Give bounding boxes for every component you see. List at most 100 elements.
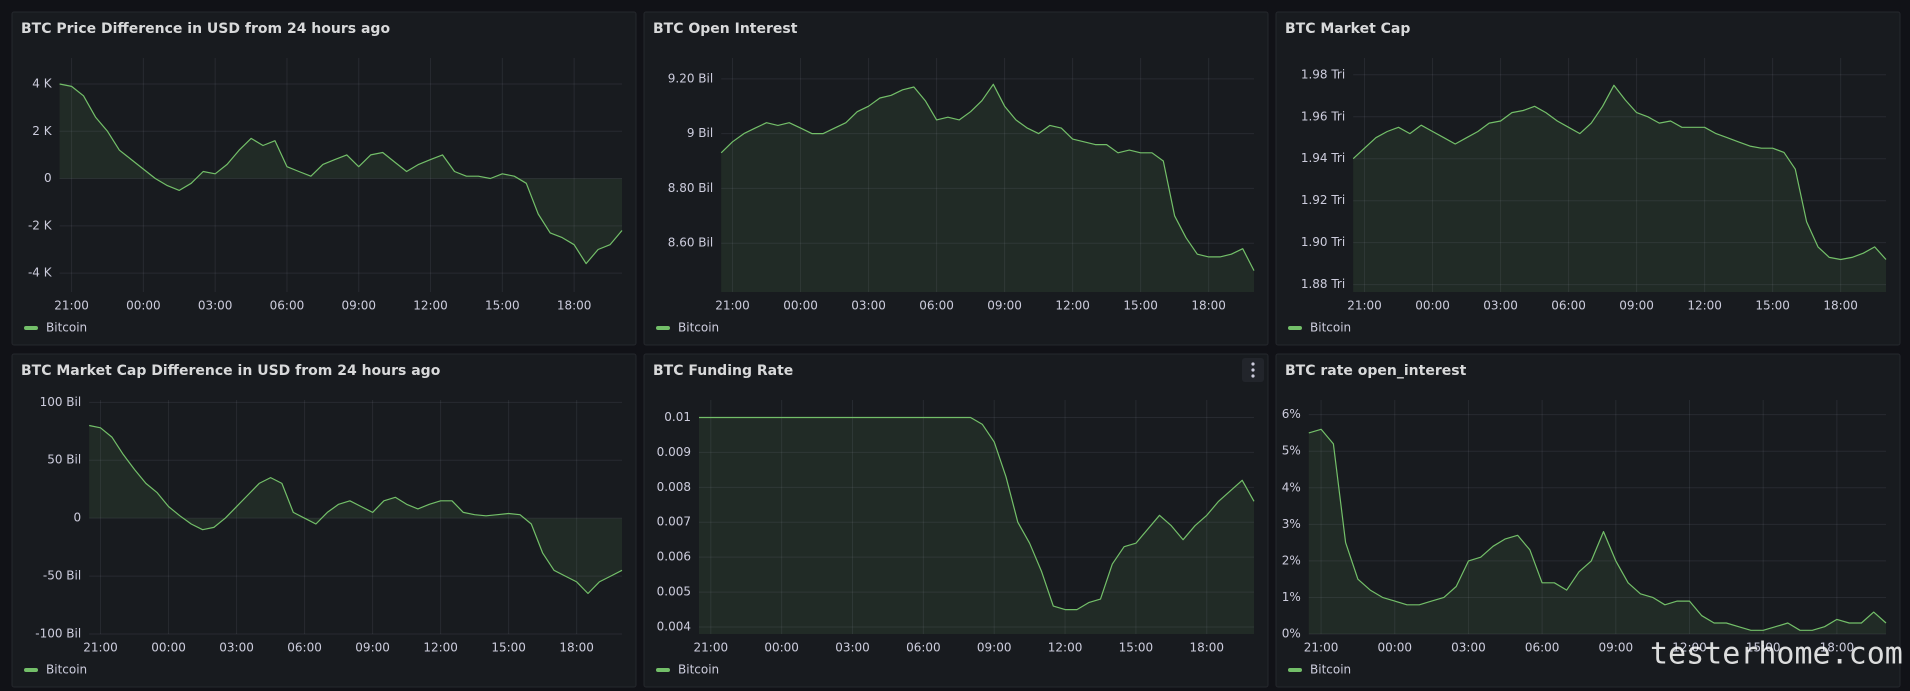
x-tick-label: 00:00: [151, 641, 186, 655]
series-line: [1308, 428, 1887, 631]
legend-label: Bitcoin: [678, 663, 719, 677]
menu-dot: [1251, 368, 1255, 372]
x-tick-label: 03:00: [198, 299, 233, 313]
y-tick-label: 4 K: [32, 77, 52, 91]
y-tick-label: 5%: [1282, 444, 1301, 458]
y-tick-label: 0.005: [657, 585, 691, 599]
x-tick-label: 03:00: [1451, 641, 1486, 655]
panel-background: [643, 353, 1269, 688]
x-tick-label: 18:00: [557, 299, 592, 313]
y-tick-label: -100 Bil: [35, 627, 81, 641]
panel-background: [11, 353, 637, 688]
series-line: [59, 83, 623, 265]
x-tick-label: 21:00: [1304, 641, 1339, 655]
y-tick-label: 3%: [1282, 517, 1301, 531]
y-tick-label: 0%: [1282, 627, 1301, 641]
series-area: [1308, 429, 1886, 634]
y-tick-label: 0.004: [657, 620, 691, 634]
series-area: [721, 84, 1254, 292]
x-tick-label: 09:00: [1619, 299, 1654, 313]
y-tick-label: 8.60 Bil: [668, 236, 713, 250]
x-tick-label: 06:00: [919, 299, 954, 313]
legend-label: Bitcoin: [678, 321, 719, 335]
x-tick-label: 18:00: [1820, 641, 1855, 655]
legend-swatch: [656, 326, 670, 330]
y-tick-label: 1.96 Tri: [1301, 109, 1345, 123]
legend-label: Bitcoin: [1310, 321, 1351, 335]
panel: BTC Open Interest 8.60 Bil 8.80 Bil 9 Bil 9.…: [643, 11, 1269, 346]
series-line: [699, 416, 1255, 611]
panel-background: [1275, 353, 1901, 688]
series-line: [720, 83, 1255, 271]
x-tick-label: 06:00: [1551, 299, 1586, 313]
x-tick-label: 12:00: [1055, 299, 1090, 313]
x-tick-label: 12:00: [1048, 641, 1083, 655]
x-tick-label: 18:00: [559, 641, 594, 655]
x-tick-label: 06:00: [287, 641, 322, 655]
y-tick-label: 9 Bil: [687, 126, 713, 140]
x-tick-label: 00:00: [783, 299, 818, 313]
panel-title: BTC rate open_interest: [1285, 363, 1467, 379]
panel: BTC Market Cap Difference in USD from 24…: [11, 353, 637, 688]
y-tick-label: 1%: [1282, 590, 1301, 604]
x-tick-label: 18:00: [1823, 299, 1858, 313]
y-tick-label: 1.88 Tri: [1301, 277, 1345, 291]
legend-label: Bitcoin: [46, 321, 87, 335]
y-tick-label: 0: [44, 171, 52, 185]
y-tick-label: 1.98 Tri: [1301, 67, 1345, 81]
y-tick-label: -4 K: [28, 266, 53, 280]
y-tick-label: 0: [74, 511, 82, 525]
y-tick-label: 0.008: [657, 480, 691, 494]
legend-label: Bitcoin: [46, 663, 87, 677]
y-tick-label: 0.01: [664, 410, 691, 424]
menu-dot: [1251, 374, 1255, 378]
panel-background: [1275, 11, 1901, 346]
panel-background: [643, 11, 1269, 346]
series-area: [1353, 85, 1886, 292]
x-tick-label: 15:00: [1123, 299, 1158, 313]
panel-menu[interactable]: [1242, 358, 1264, 382]
series-area: [89, 425, 622, 594]
x-tick-label: 00:00: [1415, 299, 1450, 313]
x-tick-label: 09:00: [987, 299, 1022, 313]
panel: BTC rate open_interest 0% 1% 2% 3% 4% 5% 6% 21:0…: [1275, 353, 1901, 688]
y-tick-label: 8.80 Bil: [668, 181, 713, 195]
x-tick-label: 09:00: [341, 299, 376, 313]
legend-swatch: [24, 326, 38, 330]
x-tick-label: 12:00: [413, 299, 448, 313]
x-tick-label: 21:00: [83, 641, 118, 655]
x-tick-label: 00:00: [1377, 641, 1412, 655]
x-tick-label: 09:00: [977, 641, 1012, 655]
x-tick-label: 15:00: [485, 299, 520, 313]
x-tick-label: 12:00: [1672, 641, 1707, 655]
x-tick-label: 00:00: [764, 641, 799, 655]
y-tick-label: -50 Bil: [43, 569, 81, 583]
x-tick-label: 21:00: [715, 299, 750, 313]
panel-title: BTC Funding Rate: [653, 363, 793, 379]
panel-title: BTC Market Cap: [1285, 21, 1410, 37]
x-tick-label: 18:00: [1189, 641, 1224, 655]
x-tick-label: 03:00: [219, 641, 254, 655]
series-area: [59, 84, 623, 264]
y-tick-label: -2 K: [28, 218, 53, 232]
series-line: [89, 424, 623, 595]
x-tick-label: 21:00: [1347, 299, 1382, 313]
panel-title: BTC Price Difference in USD from 24 hour…: [21, 21, 390, 37]
y-tick-label: 2 K: [32, 124, 52, 138]
y-tick-label: 9.20 Bil: [668, 71, 713, 85]
y-tick-label: 4%: [1282, 480, 1301, 494]
x-tick-label: 06:00: [1525, 641, 1560, 655]
y-tick-label: 6%: [1282, 407, 1301, 421]
x-tick-label: 09:00: [355, 641, 390, 655]
y-tick-label: 50 Bil: [47, 453, 81, 467]
y-tick-label: 0.006: [657, 550, 691, 564]
x-tick-label: 21:00: [694, 641, 729, 655]
legend-swatch: [656, 668, 670, 672]
legend-swatch: [1288, 326, 1302, 330]
x-tick-label: 18:00: [1191, 299, 1226, 313]
x-tick-label: 03:00: [1483, 299, 1518, 313]
x-tick-label: 03:00: [835, 641, 870, 655]
x-tick-label: 06:00: [906, 641, 941, 655]
y-tick-label: 0.009: [657, 445, 691, 459]
